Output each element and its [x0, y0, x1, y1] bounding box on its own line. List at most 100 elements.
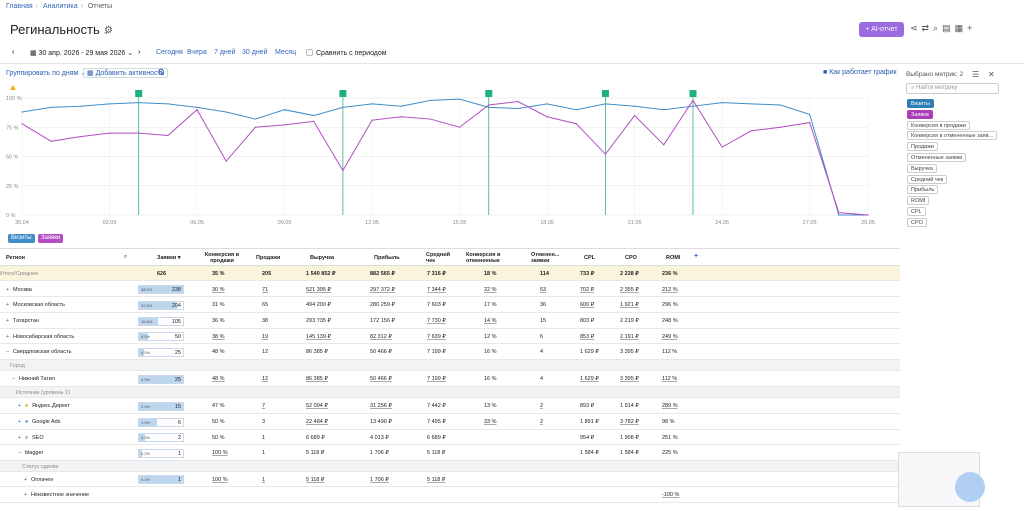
expand-icon[interactable]: + — [6, 318, 10, 324]
table-row[interactable]: + ● Яндекс.Директ 2.4% 15 47 % 7 52 094 ₽ 31 256… — [0, 398, 900, 414]
preset-30days[interactable]: 30 дней — [242, 49, 268, 56]
date-range-picker[interactable]: ▦ 30 апр. 2026 - 29 мая 2026 ⌄ — [30, 50, 134, 57]
col-leads[interactable]: Заявки ▾ — [157, 255, 181, 261]
leads-bar: 4.0% 25 — [138, 347, 184, 357]
col-profit[interactable]: Прибыль — [374, 255, 400, 261]
report-selector[interactable]: Регинальность ⌄ — [10, 22, 109, 37]
romi-cell: 248 % — [662, 318, 678, 324]
table-row[interactable]: − Нижний Тагил 4.0% 25 48 % 12 86 385 ₽ 50 466 … — [0, 371, 900, 387]
search-icon[interactable]: ⌕ — [124, 254, 128, 260]
expand-icon[interactable]: + — [18, 434, 22, 441]
col-conv[interactable]: Конверсия в продажи — [204, 252, 240, 264]
cancelled-cell: 2 — [540, 403, 544, 409]
cpo-cell: 3 395 ₽ — [620, 376, 639, 382]
add-column-icon[interactable]: + — [694, 253, 699, 260]
sales-cell: 1 — [262, 434, 266, 441]
expand-icon[interactable]: + — [24, 476, 28, 483]
gear-icon[interactable]: ⚙ — [157, 67, 166, 77]
gear-icon[interactable]: ⚙ — [104, 25, 113, 36]
table-row[interactable]: + Оплачен 0.2% 1 100 % 1 5 118 ₽ 1 706 ₽ 5 118 ₽ — [0, 472, 900, 487]
legend-visits[interactable]: Визиты — [8, 234, 35, 243]
export-icon[interactable]: ▦ — [954, 23, 964, 33]
legend-leads[interactable]: Заявки — [38, 234, 64, 243]
divider — [0, 63, 1024, 64]
data-point — [138, 102, 140, 104]
metric-tag[interactable]: ROMI — [907, 196, 930, 206]
data-point — [50, 106, 52, 108]
revenue-cell: 5 118 ₽ — [306, 476, 325, 483]
expand-icon[interactable]: + — [18, 403, 22, 409]
metric-tag[interactable]: Прибыль — [907, 185, 939, 195]
col-cconv[interactable]: Конверсия в отмененные заяв... — [466, 252, 501, 264]
close-icon[interactable]: ✕ — [988, 70, 995, 79]
metric-tag[interactable]: Отмененные заявки — [907, 153, 967, 162]
expand-icon[interactable]: + — [18, 419, 22, 425]
table-row[interactable]: + Московская область 32.6% 204 31 % 65 494 200… — [0, 297, 900, 313]
metric-tag[interactable]: Выручка — [907, 163, 937, 173]
table-row[interactable]: + Новосибирская область 8.0% 50 38 % 19 145 13… — [0, 329, 900, 344]
breadcrumb-home[interactable]: Главная — [6, 3, 33, 10]
prev-period-icon[interactable]: ‹ — [12, 47, 15, 56]
expand-icon[interactable]: + — [6, 302, 10, 308]
collapse-icon[interactable]: − — [12, 376, 16, 382]
preset-month[interactable]: Месяц — [275, 49, 297, 56]
col-cpl[interactable]: CPL — [584, 255, 595, 261]
table-row[interactable]: + ⌕ SEO 0.3% 2 50 % 1 6 689 ₽ 4 013 ₽ 6 689 ₽ 954 … — [0, 430, 900, 445]
col-canc[interactable]: Отменен... заявки — [531, 252, 560, 264]
ai-report-button[interactable]: + AI-отчет — [859, 22, 904, 37]
metric-tag[interactable]: CPO — [907, 217, 927, 227]
data-point — [517, 100, 519, 103]
col-romi[interactable]: ROMI — [666, 255, 681, 261]
add-activity-button[interactable]: ▦ Добавить активность — [83, 68, 169, 78]
metric-tag[interactable]: Конверсия в продажи — [907, 120, 971, 130]
avg-check-cell: 5 118 ₽ — [427, 476, 446, 483]
table-row[interactable]: − blagger 0.2% 1 100 % 1 5 118 ₽ 1 706 ₽ 5 118 ₽… — [0, 445, 900, 461]
col-sales[interactable]: Продажи — [256, 255, 281, 261]
col-region[interactable]: Регион — [6, 255, 25, 261]
expand-icon[interactable]: + — [6, 333, 10, 340]
preset-today[interactable]: Сегодня — [156, 49, 183, 56]
metric-search-input[interactable]: ⌕ Найти метрику — [906, 83, 999, 94]
refresh-icon[interactable]: ⇄ — [921, 23, 930, 33]
chart-icon[interactable]: ▤ — [942, 23, 951, 33]
romi-cell: 289 % — [662, 403, 678, 409]
compare-checkbox[interactable]: Сравнить с периодом — [306, 49, 387, 57]
col-avg[interactable]: Средний чек — [426, 252, 450, 264]
collapse-icon[interactable]: − — [18, 450, 22, 456]
col-revenue[interactable]: Выручка — [310, 255, 335, 261]
expand-icon[interactable]: + — [6, 286, 10, 293]
metric-tag[interactable]: Заявки — [907, 109, 933, 119]
leads-bar-fill — [139, 418, 157, 426]
table-row[interactable]: + Татарстан 16.8% 105 36 % 38 293 735 ₽ 172 156… — [0, 313, 900, 329]
metric-tag[interactable]: Средний чек — [907, 174, 948, 184]
collapse-icon[interactable]: − — [6, 349, 10, 355]
metric-tag[interactable]: Продажи — [907, 142, 938, 152]
how-chart-works-link[interactable]: ■ Как работает график — [823, 69, 897, 76]
metric-tag[interactable]: Конверсия в отмененные заяв... — [907, 131, 998, 141]
preset-7days[interactable]: 7 дней — [214, 49, 236, 56]
col-cpo[interactable]: CPO — [625, 255, 637, 261]
search-icon[interactable]: ⌕ — [933, 23, 939, 33]
list-icon[interactable]: ☰ — [972, 70, 980, 79]
sales-cell: 1 — [262, 450, 266, 456]
cpo-cell: 3 395 ₽ — [620, 349, 639, 355]
metric-tag[interactable]: CPL — [907, 207, 926, 216]
preset-yesterday[interactable]: Вчера — [187, 49, 207, 56]
next-period-icon[interactable]: › — [138, 47, 141, 56]
table-row[interactable]: + Москва 38.0% 238 30 % 71 521 395 ₽ 297 372 ₽ 7… — [0, 282, 900, 297]
metric-tag[interactable]: Визиты — [907, 99, 934, 108]
chat-assistant-button[interactable] — [955, 472, 985, 502]
data-point — [546, 103, 548, 105]
leads-share: 4.0% — [141, 376, 151, 382]
profit-cell: 882 565 ₽ — [370, 270, 395, 277]
table-row[interactable]: + ● Google Ads 1.0% 6 50 % 3 22 484 ₽ 13 490 ₽ 7 … — [0, 414, 900, 430]
cpl-cell: 1 629 ₽ — [580, 376, 599, 382]
table-row[interactable]: + Неизвестное значение -100 % — [0, 487, 900, 503]
add-icon[interactable]: + — [967, 23, 973, 33]
share-icon[interactable]: ⋖ — [910, 23, 918, 33]
table-row[interactable]: − Свердловская область 4.0% 25 48 % 12 86 385 … — [0, 344, 900, 360]
breadcrumb-analytics[interactable]: Аналитика — [42, 3, 78, 10]
cancel-conv-cell: 16 % — [484, 349, 497, 355]
group-by-dropdown[interactable]: Группировать по дням ⌄ — [6, 70, 87, 77]
expand-icon[interactable]: + — [24, 492, 28, 498]
